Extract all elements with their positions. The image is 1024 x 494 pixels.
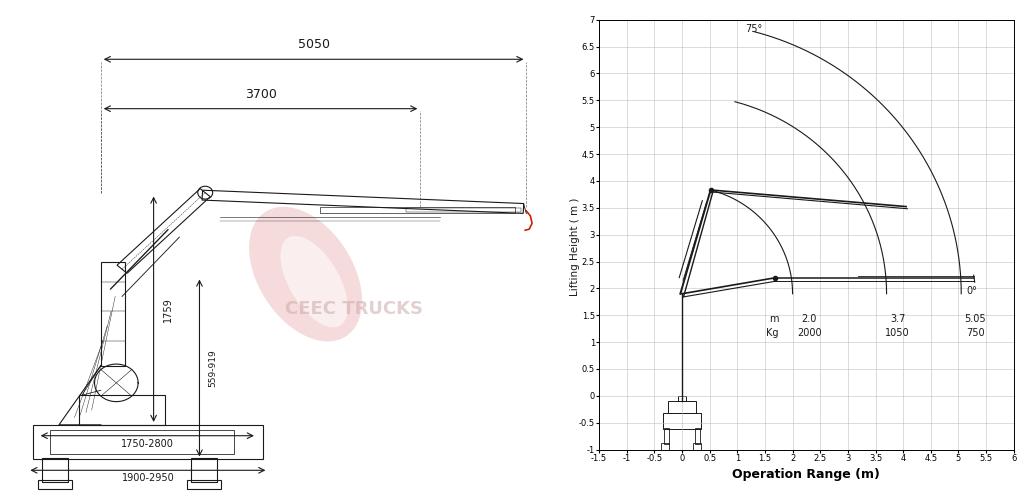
Text: CEEC TRUCKS: CEEC TRUCKS — [286, 300, 423, 318]
Bar — [694, 428, 700, 444]
Text: m: m — [769, 314, 778, 324]
Bar — [50, 430, 233, 454]
Text: 3.7: 3.7 — [890, 314, 905, 324]
Bar — [664, 428, 670, 444]
Ellipse shape — [281, 236, 348, 328]
Bar — [319, 207, 515, 213]
Text: 3700: 3700 — [245, 88, 276, 101]
Text: 1900-2950: 1900-2950 — [122, 473, 174, 483]
Text: Kg: Kg — [766, 328, 778, 337]
Text: 2.0: 2.0 — [802, 314, 817, 324]
Text: 75°: 75° — [745, 24, 763, 34]
Text: 0°: 0° — [967, 286, 978, 295]
Bar — [186, 480, 221, 489]
Text: 559-919: 559-919 — [209, 349, 218, 387]
Bar — [678, 396, 686, 401]
Bar — [660, 443, 670, 450]
X-axis label: Operation Range (m): Operation Range (m) — [732, 468, 881, 481]
Bar — [406, 208, 520, 212]
Text: 1759: 1759 — [163, 297, 173, 322]
Ellipse shape — [249, 207, 362, 341]
Bar — [663, 413, 701, 429]
Text: 5050: 5050 — [298, 39, 330, 51]
Bar — [190, 458, 217, 482]
Bar — [79, 395, 165, 425]
Bar — [38, 480, 72, 489]
Bar — [100, 262, 125, 366]
Bar — [693, 443, 701, 450]
Text: 750: 750 — [966, 328, 984, 337]
Text: 2000: 2000 — [797, 328, 821, 337]
Bar — [668, 401, 696, 413]
Text: Lifting Height ( m ): Lifting Height ( m ) — [570, 198, 580, 296]
Text: 1750-2800: 1750-2800 — [122, 439, 174, 449]
Bar — [42, 458, 68, 482]
Text: 5.05: 5.05 — [965, 314, 986, 324]
Bar — [33, 425, 262, 459]
Text: 1050: 1050 — [886, 328, 910, 337]
